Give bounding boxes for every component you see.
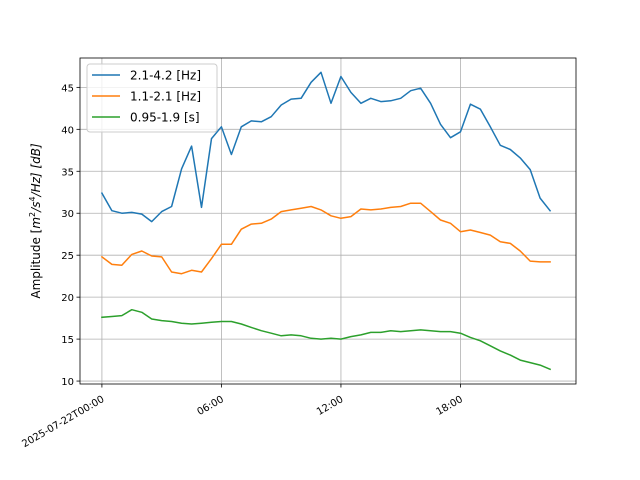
x-axis: 2025-07-22T00:00 06:00 12:00 18:00 xyxy=(20,384,465,450)
series-layer xyxy=(100,71,552,371)
series-line-3 xyxy=(101,308,552,371)
legend-label: 1.1-2.1 [Hz] xyxy=(130,90,201,104)
legend: 2.1-4.2 [Hz] 1.1-2.1 [Hz] 0.95-1.9 [s] xyxy=(86,63,218,133)
legend-label: 0.95-1.9 [s] xyxy=(130,111,200,125)
x-tick-label: 2025-07-22T00:00 xyxy=(20,394,106,450)
legend-label: 2.1-4.2 [Hz] xyxy=(130,69,201,83)
y-axis: 10 15 20 25 30 35 40 45 xyxy=(61,83,80,388)
y-tick-label: 35 xyxy=(61,167,74,178)
y-tick-label: 20 xyxy=(61,293,74,304)
y-tick-label: 40 xyxy=(61,125,74,136)
y-tick-label: 25 xyxy=(61,251,74,262)
x-tick-label: 12:00 xyxy=(315,394,345,418)
y-tick-label: 10 xyxy=(61,377,74,388)
x-tick-label: 18:00 xyxy=(434,394,464,418)
y-tick-label: 30 xyxy=(61,209,74,220)
plot-frame xyxy=(79,57,577,385)
series-line-1 xyxy=(100,71,552,223)
y-axis-label: Amplitude [m2/s4/Hz] [dB] xyxy=(28,143,43,299)
series-line-2 xyxy=(100,202,551,275)
y-tick-label: 15 xyxy=(61,335,74,346)
legend-box xyxy=(86,63,218,133)
y-tick-label: 45 xyxy=(61,83,74,94)
x-tick-label: 06:00 xyxy=(195,394,225,418)
